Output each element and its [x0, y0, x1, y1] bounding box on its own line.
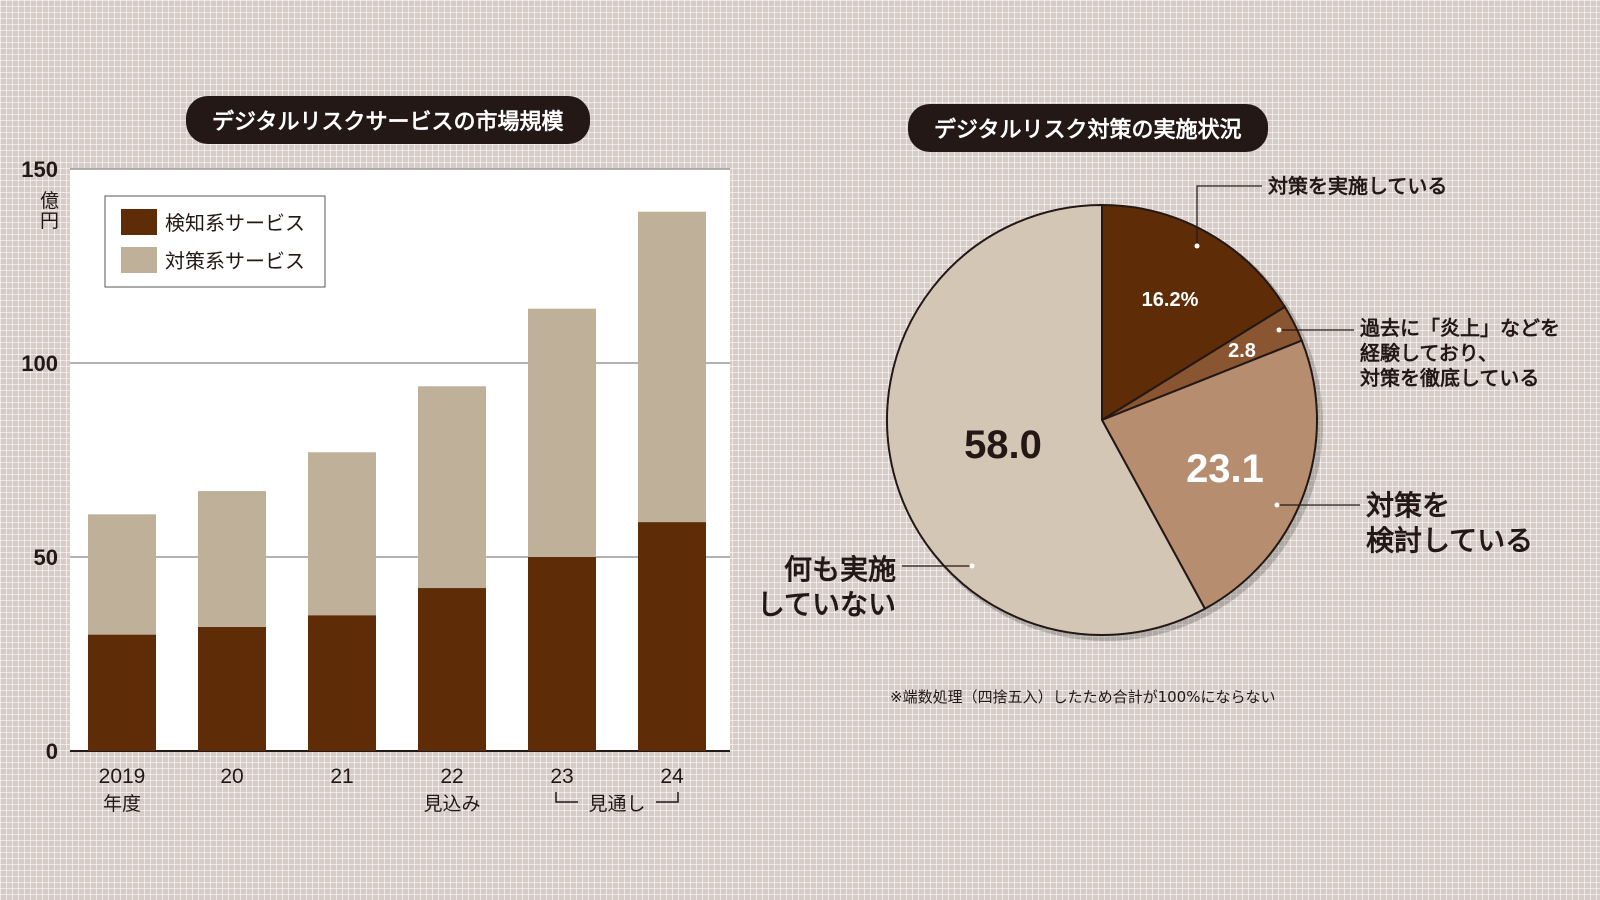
x-tick-label: 21 — [330, 765, 353, 788]
y-unit-label: 億円 — [40, 190, 60, 232]
bar-segment — [638, 211, 706, 523]
y-tick-label: 50 — [34, 545, 58, 570]
leader-line — [1196, 185, 1262, 246]
bar-segment — [418, 386, 486, 589]
leader-dot — [1276, 327, 1282, 333]
pie-label-nothing: 何も実施 していない — [756, 553, 896, 621]
bar-segment — [528, 308, 596, 557]
x-tick-label: 24 — [660, 765, 684, 788]
y-tick-label: 100 — [21, 351, 58, 376]
legend-label: 検知系サービス — [165, 211, 305, 235]
x-tick-label: 22 — [440, 765, 463, 788]
bar-segment — [528, 557, 596, 751]
bracket-label: 見通し — [588, 793, 645, 815]
x-sublabel: 年度 — [103, 793, 141, 815]
bar-segment — [88, 514, 156, 635]
pie-slice — [1100, 339, 1318, 611]
bar-segment — [638, 522, 706, 751]
bar-chart-title: デジタルリスクサービスの市場規模 — [186, 96, 590, 144]
bar-segment — [198, 626, 266, 751]
leader-dot — [1274, 502, 1280, 508]
pie-slice — [886, 203, 1207, 636]
pie-value-label: 16.2% — [1142, 289, 1199, 311]
leader-dot — [969, 563, 975, 569]
pie-label-considering: 対策を 検討している — [1366, 489, 1534, 557]
y-tick-label: 0 — [46, 739, 58, 764]
x-tick-label: 2019 — [99, 765, 146, 788]
pie-note: ※端数処理（四捨五入）したため合計が100%にならない — [890, 688, 1276, 706]
bar-segment — [308, 452, 376, 616]
y-tick-label: 150 — [21, 157, 58, 182]
pie-slice — [1101, 203, 1287, 422]
bar-segment — [198, 491, 266, 627]
x-sublabel: 見込み — [423, 793, 480, 815]
legend-swatch — [121, 247, 157, 273]
pie-label-thorough: 過去に「炎上」などを 経験しており、 対策を徹底している — [1360, 316, 1560, 390]
pie-value-label: 2.8 — [1228, 340, 1256, 362]
legend-swatch — [121, 209, 157, 235]
bracket — [555, 792, 679, 803]
pie-value-label: 23.1 — [1186, 447, 1264, 491]
legend-label: 対策系サービス — [165, 249, 305, 273]
bar-segment — [418, 588, 486, 751]
bar-segment — [308, 615, 376, 751]
pie-value-label: 58.0 — [964, 423, 1042, 467]
leader-dot — [1194, 243, 1200, 249]
x-tick-label: 23 — [550, 765, 573, 788]
bar-segment — [88, 634, 156, 751]
pie-chart-title: デジタルリスク対策の実施状況 — [908, 104, 1268, 152]
x-tick-label: 20 — [220, 765, 243, 788]
pie-label-implemented: 対策を実施している — [1268, 174, 1448, 198]
